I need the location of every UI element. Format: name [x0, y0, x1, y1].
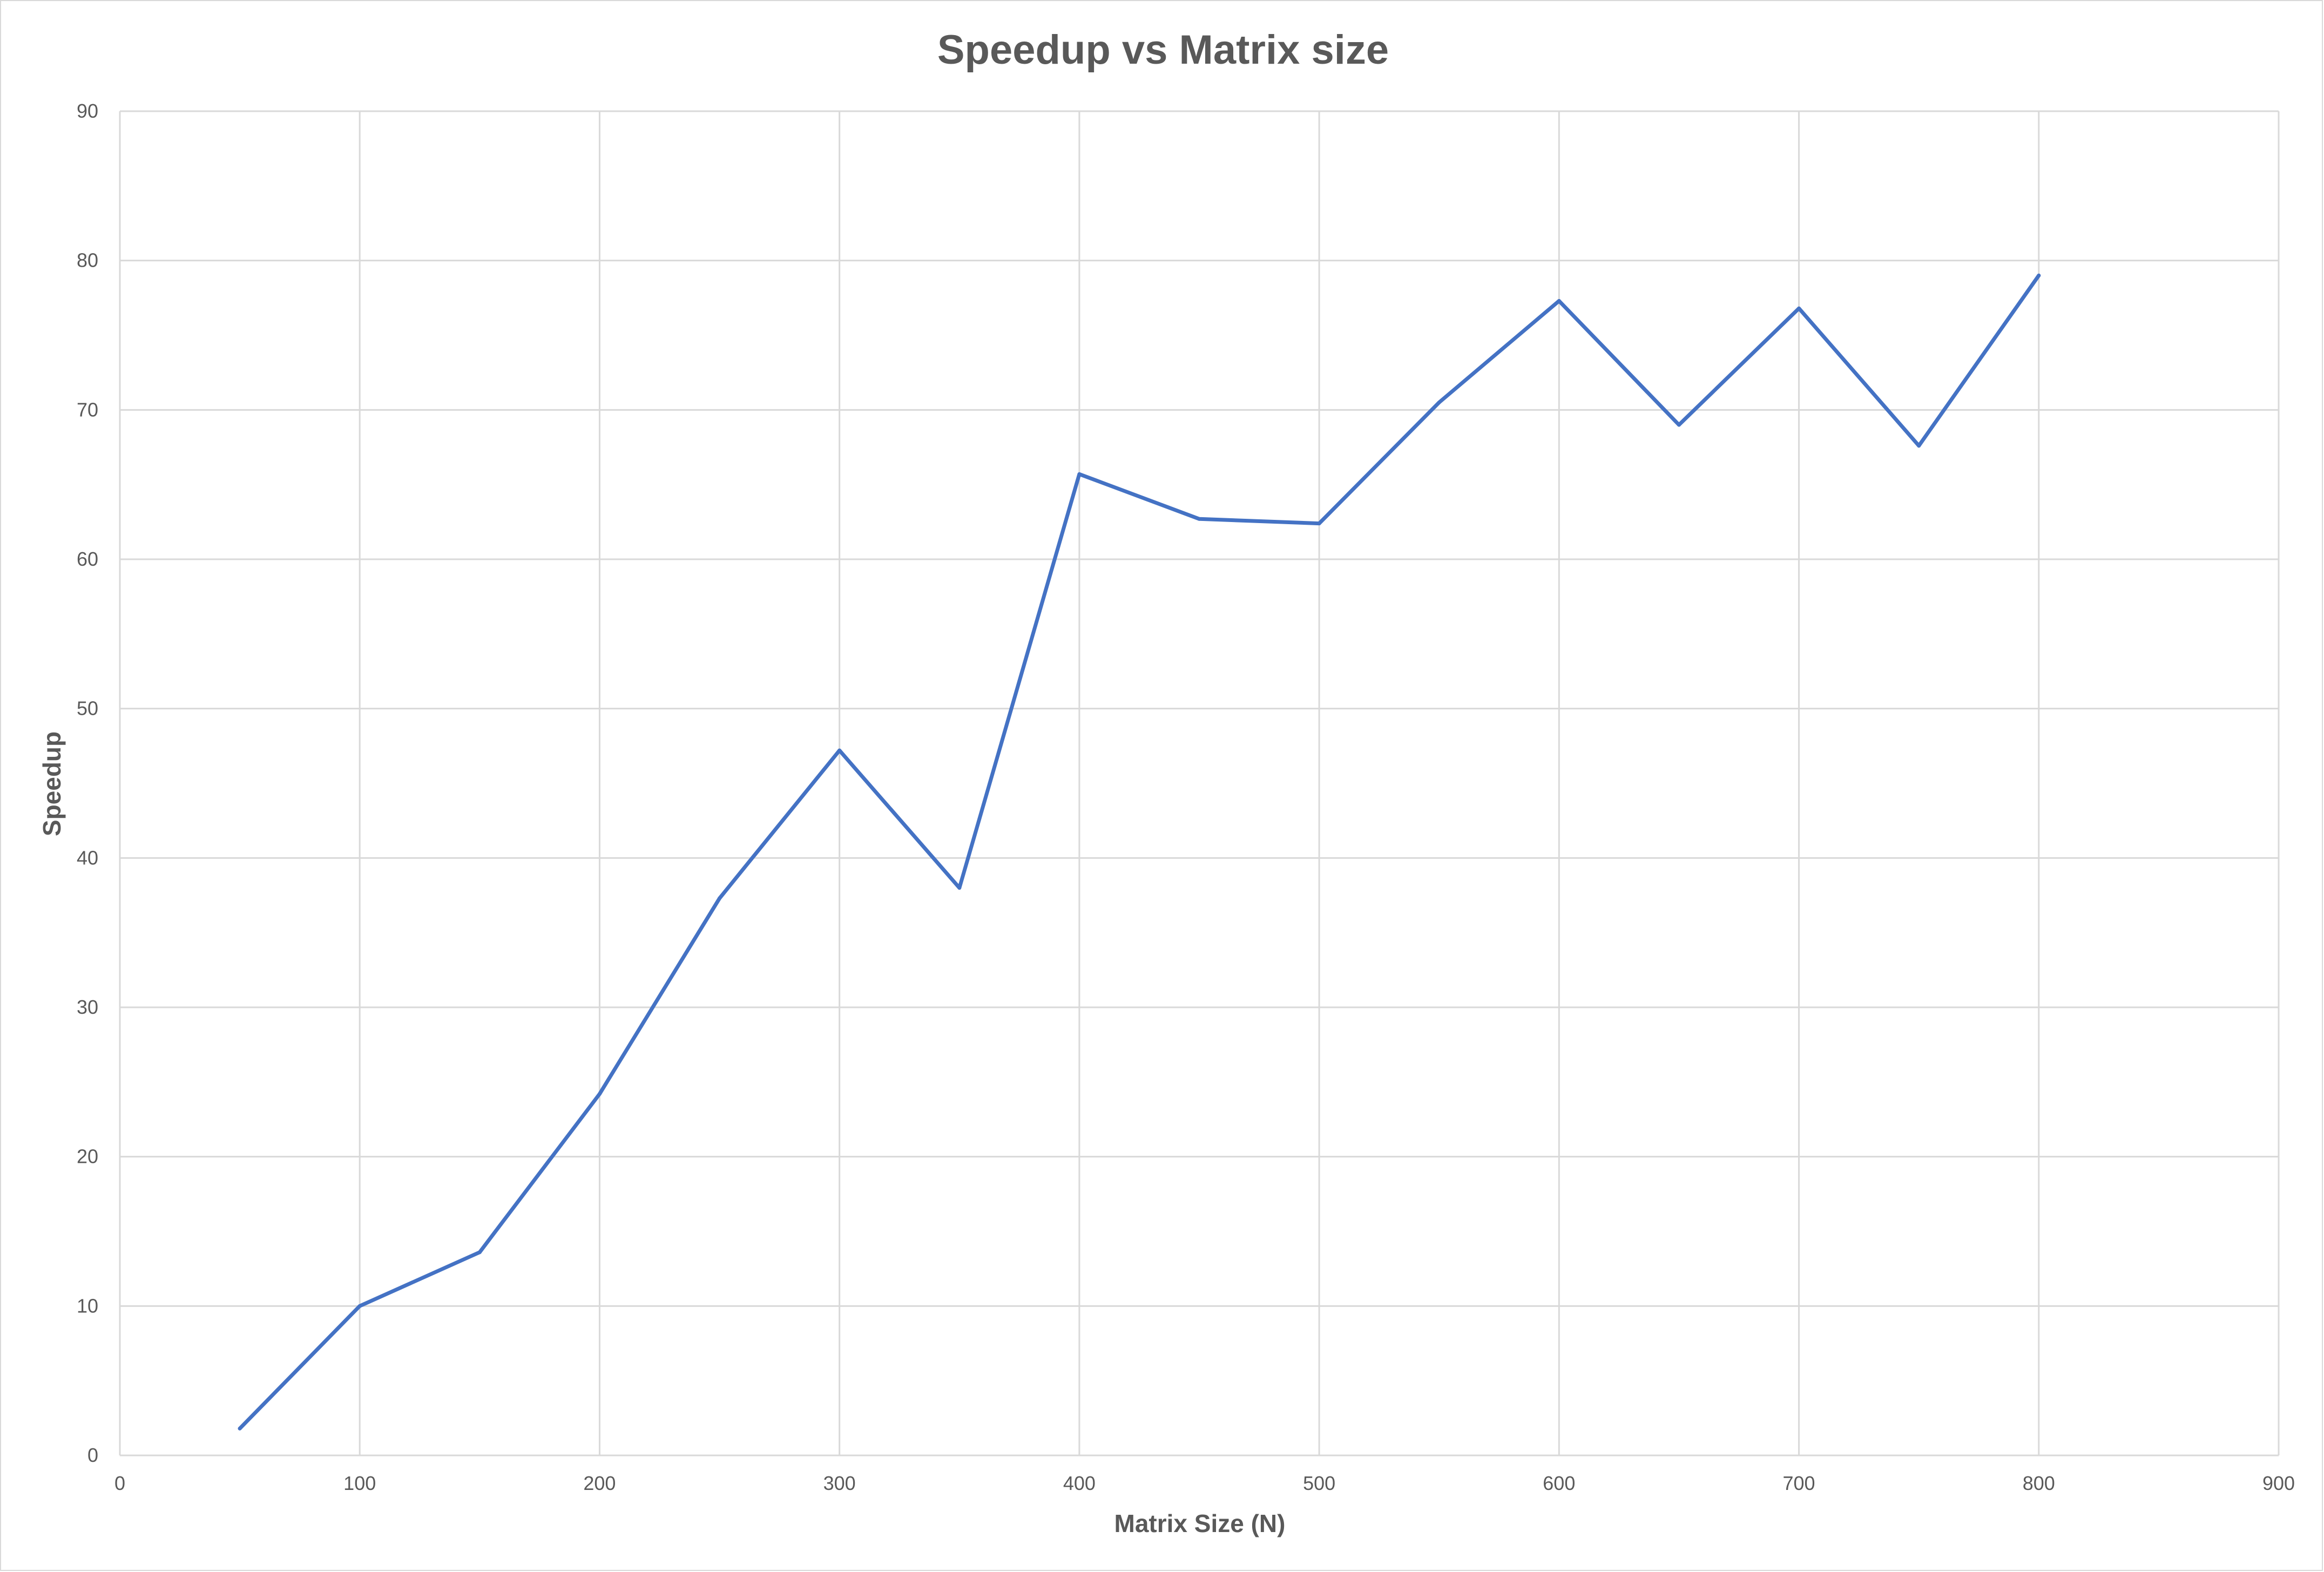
x-tick-label: 800	[2023, 1472, 2055, 1494]
y-tick-label: 0	[87, 1444, 98, 1466]
data-point	[837, 748, 842, 753]
x-tick-label: 700	[1783, 1472, 1815, 1494]
x-tick-label: 900	[2262, 1472, 2295, 1494]
y-axis-title: Speedup	[38, 731, 66, 836]
y-tick-label: 20	[77, 1146, 98, 1168]
data-point	[718, 896, 722, 900]
series-line	[238, 273, 2041, 1431]
x-axis-title: Matrix Size (N)	[1114, 1509, 1286, 1537]
y-tick-label: 50	[77, 697, 98, 720]
data-point	[1437, 401, 1441, 404]
data-point	[2037, 273, 2041, 277]
chart-title: Speedup vs Matrix size	[937, 27, 1389, 73]
x-axis-ticks: 0 100 200 300 400 500 600 700 800 900	[114, 1472, 2295, 1494]
x-tick-label: 500	[1303, 1472, 1335, 1494]
x-tick-label: 0	[114, 1472, 125, 1494]
data-point	[957, 886, 962, 890]
x-tick-label: 400	[1063, 1472, 1096, 1494]
data-point	[597, 1092, 602, 1096]
gridlines	[119, 110, 2280, 1456]
y-axis-ticks: 0 10 20 30 40 50 60 70 80 90	[77, 100, 98, 1466]
y-tick-label: 40	[77, 846, 98, 869]
data-point	[357, 1304, 362, 1308]
x-tick-label: 200	[583, 1472, 616, 1494]
data-point	[1677, 423, 1681, 427]
data-point	[477, 1250, 482, 1255]
y-tick-label: 90	[77, 100, 98, 122]
data-point	[1197, 517, 1201, 521]
data-point	[238, 1426, 242, 1431]
y-tick-label: 70	[77, 398, 98, 421]
data-point	[1317, 521, 1321, 526]
y-tick-label: 30	[77, 996, 98, 1018]
data-point	[1917, 444, 1921, 448]
data-point	[1557, 299, 1561, 303]
x-tick-label: 600	[1543, 1472, 1575, 1494]
y-tick-label: 10	[77, 1295, 98, 1317]
data-point	[1077, 472, 1082, 476]
series-group	[238, 273, 2041, 1431]
x-tick-label: 300	[823, 1472, 856, 1494]
y-tick-label: 60	[77, 548, 98, 570]
data-point	[1797, 306, 1801, 310]
y-tick-label: 80	[77, 249, 98, 272]
x-tick-label: 100	[343, 1472, 376, 1494]
